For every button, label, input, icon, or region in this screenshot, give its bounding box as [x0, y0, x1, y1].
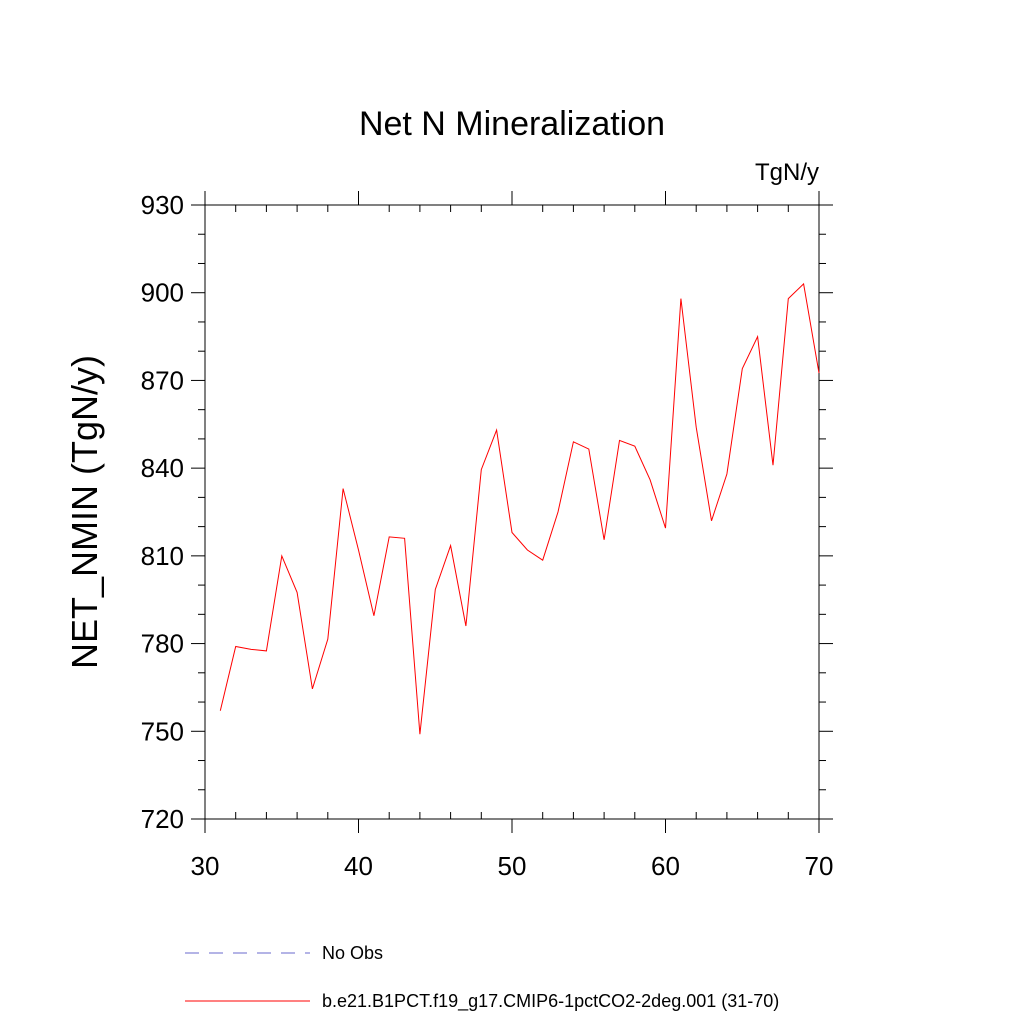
y-tick-label: 780	[141, 629, 184, 659]
y-tick-label: 810	[141, 541, 184, 571]
y-tick-label: 840	[141, 453, 184, 483]
legend: No Obs b.e21.B1PCT.f19_g17.CMIP6-1pctCO2…	[185, 943, 779, 1012]
x-tick-label: 40	[344, 851, 373, 881]
axis-ticks	[191, 191, 833, 833]
x-tick-label: 70	[805, 851, 834, 881]
x-tick-label: 60	[651, 851, 680, 881]
series-line-1	[219, 282, 820, 735]
units-label: TgN/y	[755, 159, 819, 186]
plot-frame	[204, 204, 820, 820]
x-tick-label: 50	[498, 851, 527, 881]
y-tick-label: 750	[141, 716, 184, 746]
axis-tick-labels: 30 40 50 60 70 720 750 780 810 840 870 900 930	[141, 190, 834, 881]
legend-label-no-obs: No Obs	[322, 943, 383, 963]
x-tick-label: 30	[191, 851, 220, 881]
y-tick-label: 870	[141, 365, 184, 395]
y-tick-label: 930	[141, 190, 184, 220]
series-group	[219, 282, 820, 735]
y-axis-label: NET_NMIN (TgN/y)	[64, 355, 105, 669]
legend-label-model: b.e21.B1PCT.f19_g17.CMIP6-1pctCO2-2deg.0…	[322, 991, 779, 1012]
y-tick-label: 720	[141, 804, 184, 834]
y-tick-label: 900	[141, 278, 184, 308]
chart-title: Net N Mineralization	[359, 105, 665, 143]
